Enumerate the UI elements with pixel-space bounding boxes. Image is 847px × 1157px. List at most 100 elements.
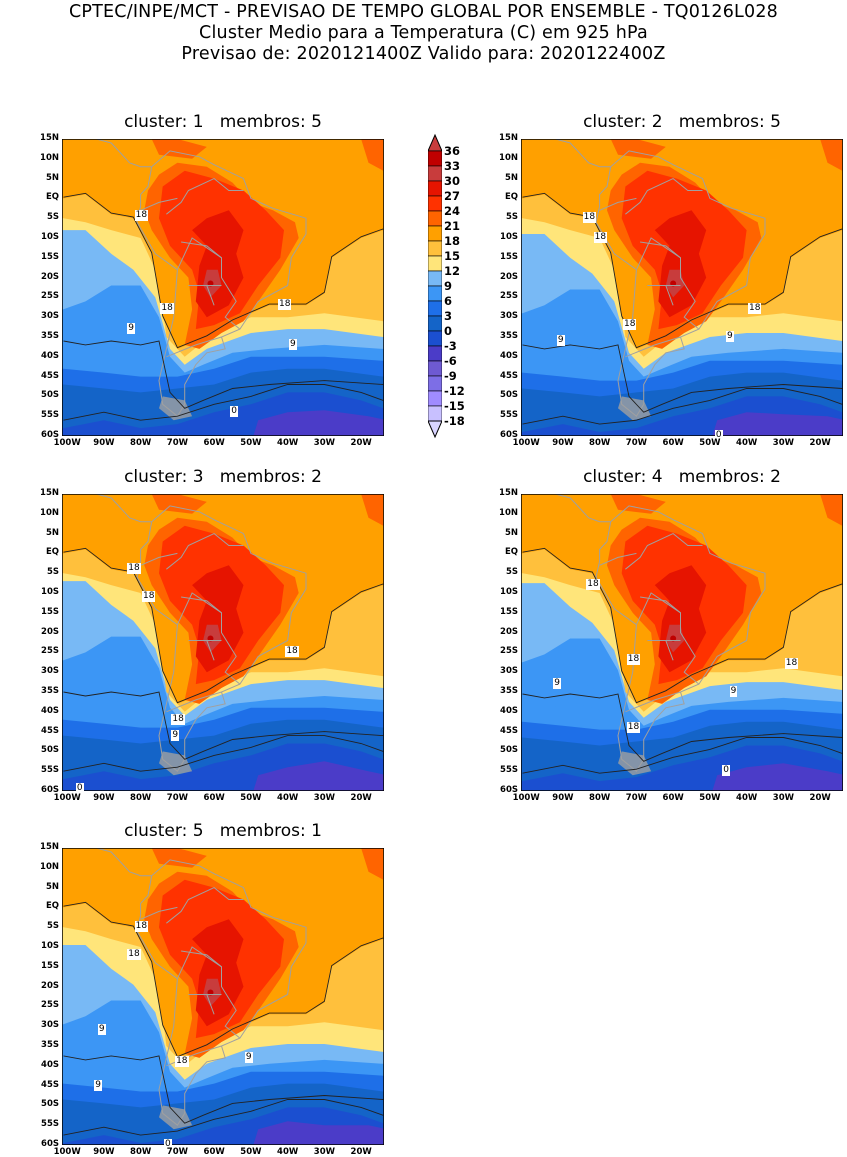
colorbar-swatch [427, 285, 443, 302]
temp-band-21-africa [820, 494, 843, 526]
map-panel-cluster-3: 18 18 18 18 9 0 [62, 494, 384, 795]
lon-tick-label: 50W [240, 438, 262, 448]
temp-band-21-africa [361, 848, 384, 880]
lat-tick-label: 15N [40, 488, 59, 498]
colorbar-label: 0 [444, 324, 453, 338]
lon-tick-label: 40W [277, 793, 299, 803]
lat-tick-label: 5N [45, 527, 59, 538]
country-border [166, 336, 222, 358]
lat-tick-label: 40S [41, 705, 59, 716]
contour-18 [63, 547, 384, 704]
lon-tick-label: 30W [772, 438, 794, 448]
lat-tick-label: 35S [500, 331, 518, 341]
country-border [625, 533, 703, 570]
temp-band--6-to--3 [712, 412, 843, 436]
lat-tick-label: 55S [41, 410, 59, 421]
country-border [166, 178, 244, 215]
contour-label: 18 [160, 303, 174, 315]
country-border [625, 336, 681, 358]
contour-label: 18 [593, 232, 608, 243]
contour-18 [63, 901, 384, 1058]
contour-label: 9 [171, 729, 180, 741]
contour-label: 18 [141, 590, 156, 602]
country-border [166, 887, 244, 924]
lat-tick-label: 5S [505, 212, 518, 223]
temp-band-21-caribbean [151, 139, 207, 159]
country-border [625, 178, 703, 215]
coastline-central-america [555, 494, 611, 523]
lon-tick-label: 20W [809, 793, 831, 803]
lat-tick-label: 30S [500, 666, 518, 677]
colorbar-label: 15 [444, 249, 461, 263]
lon-tick-label: 40W [736, 793, 758, 803]
contour-label: 18 [127, 563, 141, 575]
country-border [625, 691, 681, 713]
contour-9 [522, 693, 843, 762]
colorbar-label: 6 [444, 294, 453, 308]
lat-tick-label: 10N [40, 152, 59, 163]
contour-label: 9 [725, 331, 734, 342]
contour-label: 9 [94, 1079, 102, 1091]
lon-tick-label: 90W [93, 793, 115, 803]
country-border [166, 691, 222, 713]
country-border [647, 285, 674, 306]
lon-tick-label: 100W [53, 1147, 81, 1157]
lat-tick-label: 45S [500, 725, 518, 736]
lat-tick-label: 15N [499, 488, 518, 498]
lat-tick-label: 15S [41, 960, 59, 971]
lat-tick-label: 40S [500, 705, 518, 716]
contour-label: 18 [171, 713, 185, 725]
colorbar-swatch [427, 240, 443, 257]
coastline [595, 150, 766, 417]
contour-label: 18 [623, 319, 637, 331]
contour-label: 9 [556, 334, 565, 346]
contour-label: 18 [285, 646, 299, 658]
lat-tick-label: 5N [504, 172, 518, 183]
contour-label: 18 [277, 299, 292, 311]
lat-tick-label: 25S [500, 291, 518, 302]
contour-label: 18 [626, 721, 641, 733]
coastline-central-america [96, 848, 152, 877]
contour-label: 0 [164, 1139, 172, 1150]
contour-label: 18 [127, 948, 141, 960]
colorbar-label: 3 [444, 309, 453, 323]
country-border [188, 285, 215, 306]
lon-tick-label: 70W [166, 793, 188, 803]
lon-tick-label: 90W [552, 438, 574, 448]
map-panel-cluster-1: 18 18 18 9 9 0 [62, 139, 384, 436]
country-border [640, 241, 681, 259]
tierra-del-fuego [618, 751, 652, 776]
contour-label: 9 [97, 1024, 106, 1036]
temp-band-21-caribbean [610, 494, 666, 514]
temp-band-21-africa [361, 494, 384, 526]
lat-tick-label: 50S [41, 745, 59, 756]
colorbar-swatch [427, 360, 443, 377]
contour-18 [522, 192, 843, 349]
lat-tick-label: 50S [41, 1099, 59, 1110]
lon-tick-label: 100W [512, 438, 540, 448]
lon-tick-label: 100W [512, 793, 540, 803]
contour-label: 18 [747, 303, 762, 315]
lat-tick-label: 5S [46, 921, 59, 932]
temp-band-6-blob [544, 682, 611, 710]
colorbar-label: 27 [444, 189, 461, 203]
colorbar-swatch [427, 330, 443, 347]
lat-tick-label: 10N [499, 507, 518, 518]
lat-tick-label: 20S [41, 980, 59, 991]
contour-label: 18 [175, 1055, 189, 1067]
contour-label: 0 [722, 765, 730, 777]
lon-tick-label: 20W [350, 1147, 372, 1157]
lat-tick-label: 5N [504, 527, 518, 538]
country-border [181, 241, 222, 259]
contour-label: 9 [244, 1051, 253, 1063]
lat-tick-label: 60S [500, 785, 518, 795]
contour-9 [63, 1055, 384, 1124]
lon-tick-label: 30W [313, 1147, 335, 1157]
temp-band-6-blob [85, 1044, 152, 1072]
lat-tick-label: 60S [41, 1139, 59, 1149]
lat-tick-label: 30S [500, 311, 518, 322]
lat-tick-label: 45S [41, 725, 59, 736]
colorbar-label: 9 [444, 279, 453, 293]
temp-band-21-caribbean [610, 139, 666, 159]
tierra-del-fuego [159, 1105, 193, 1130]
